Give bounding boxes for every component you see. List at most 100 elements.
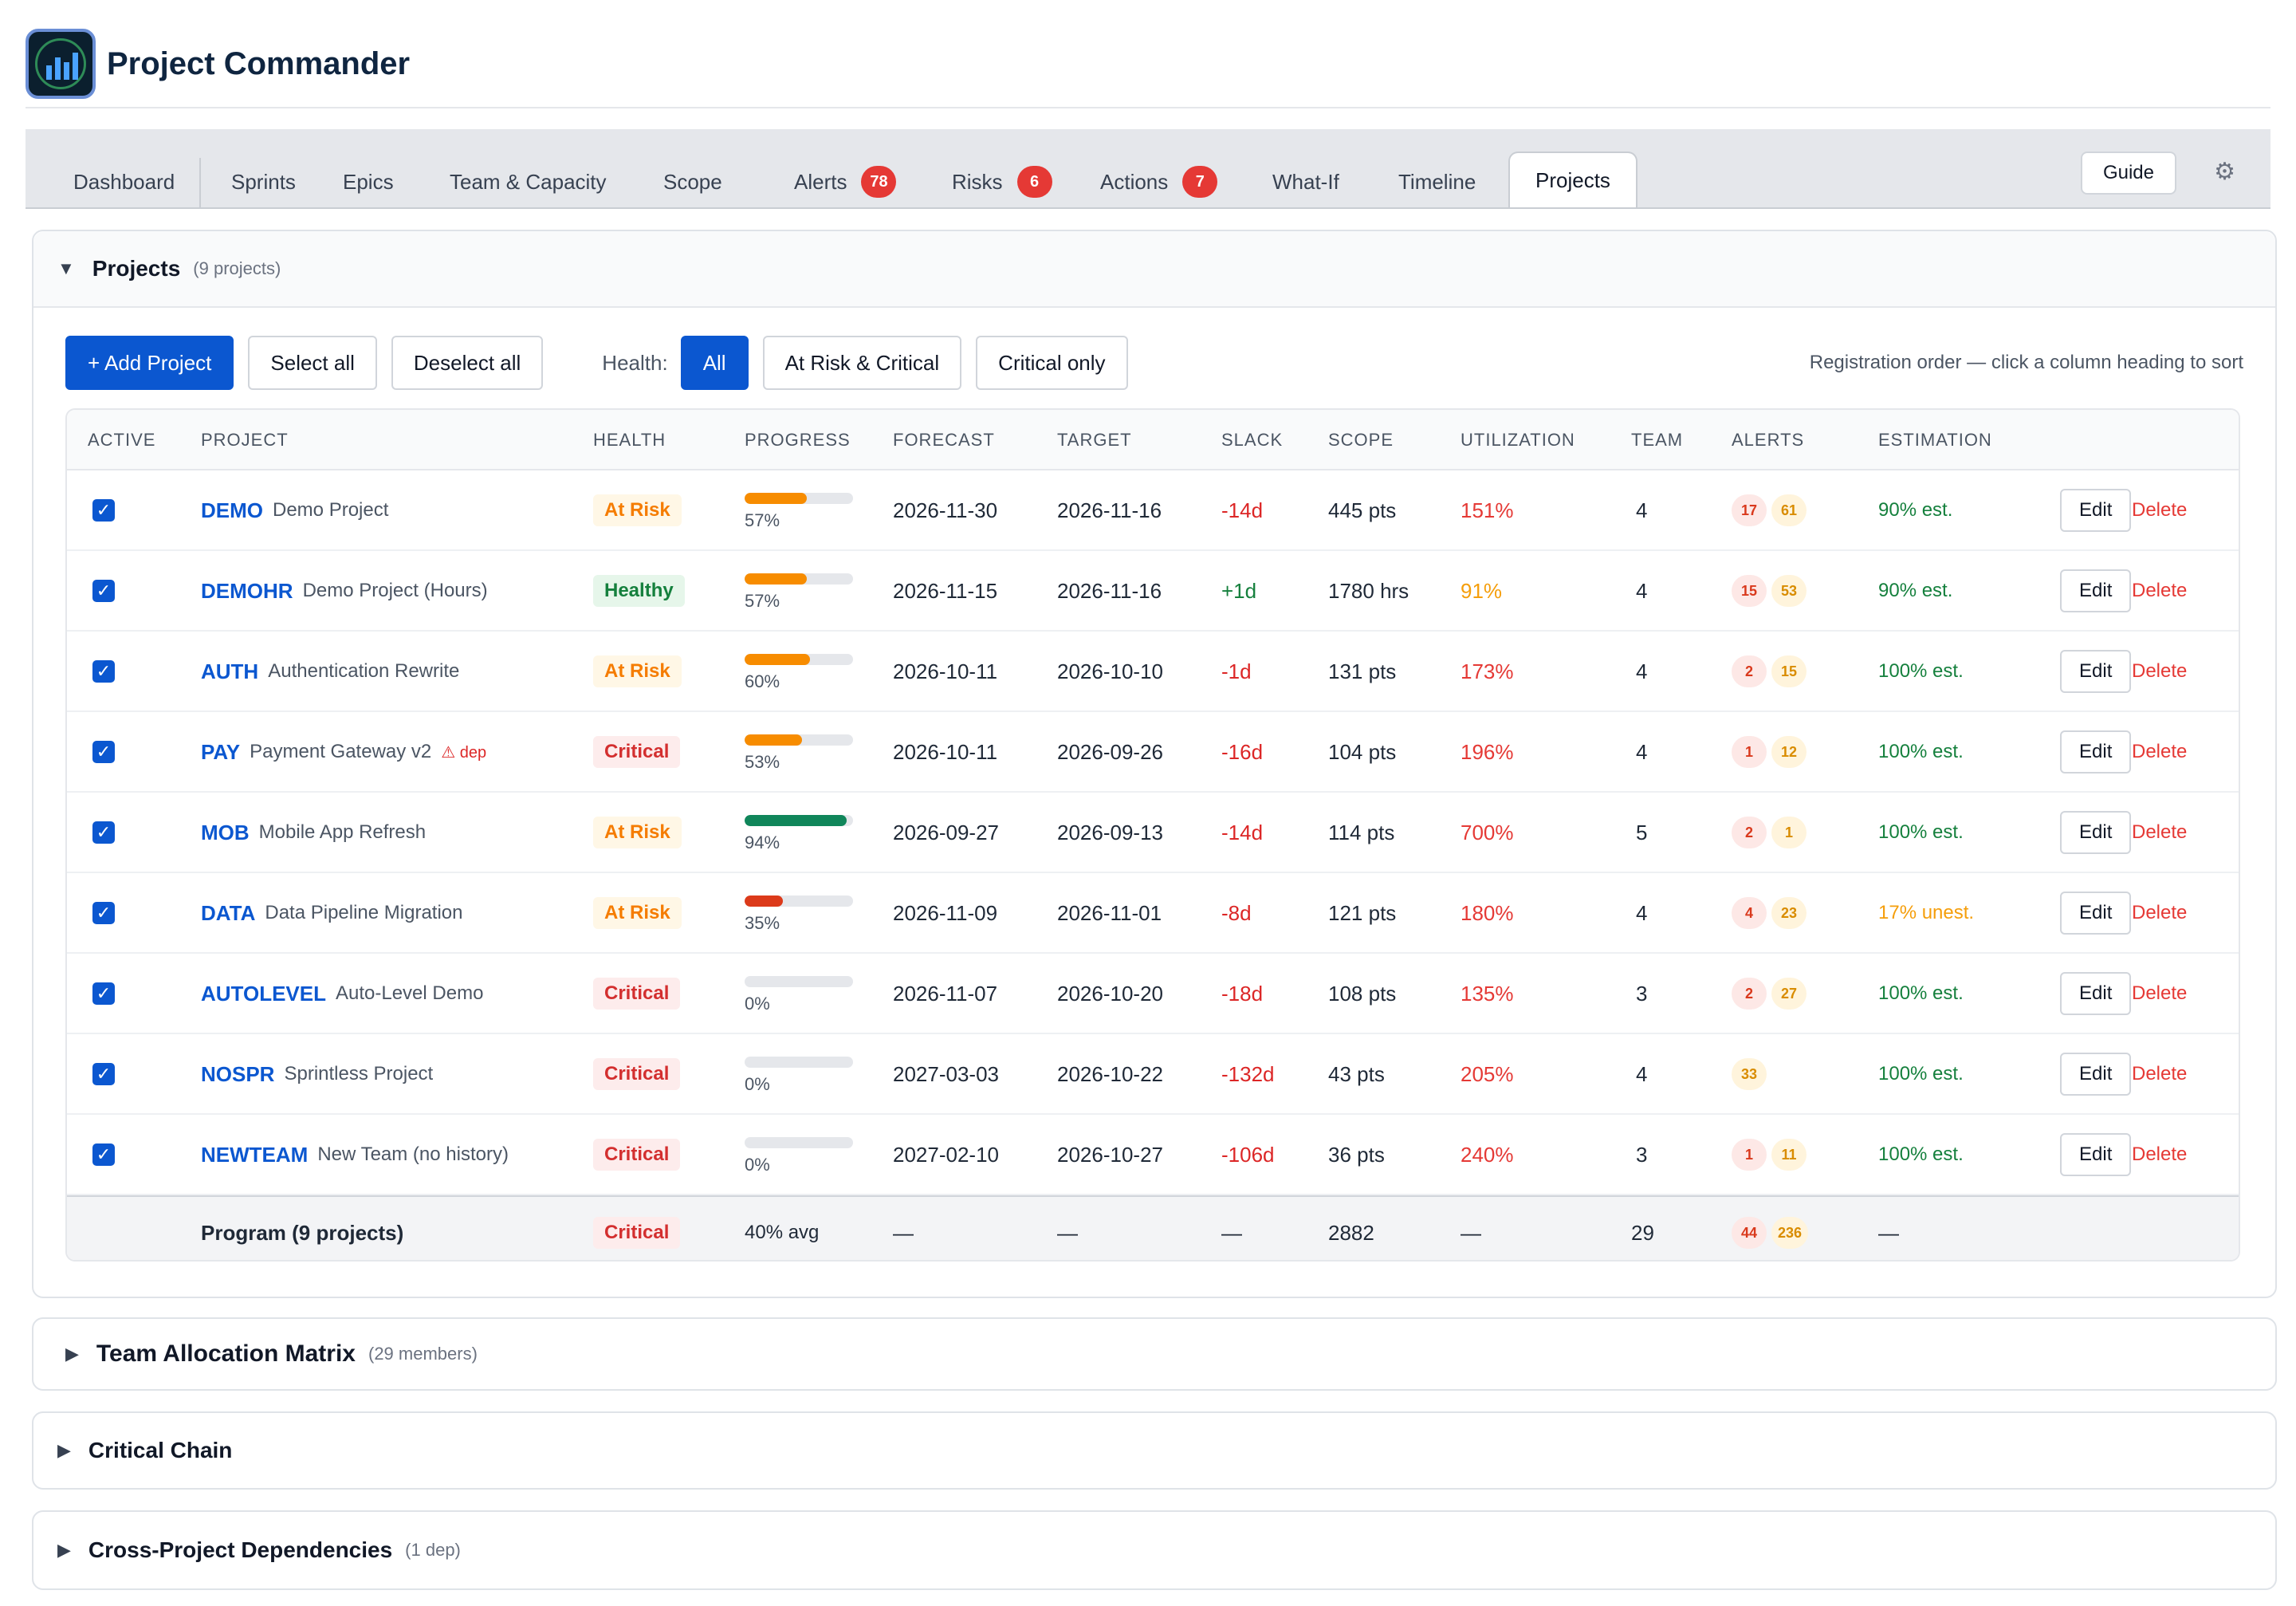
forecast-date: 2027-02-10 xyxy=(893,1142,999,1167)
col-target[interactable]: TARGET xyxy=(1057,430,1132,450)
scope-value: 108 pts xyxy=(1328,981,1397,1006)
project-key-link[interactable]: NEWTEAM xyxy=(201,1142,309,1167)
estimation-value: 100% est. xyxy=(1878,741,1964,762)
edit-button[interactable]: Edit xyxy=(2060,650,2132,693)
project-key-link[interactable]: DATA xyxy=(201,900,256,925)
col-project[interactable]: PROJECT xyxy=(201,430,289,450)
utilization-value: 180% xyxy=(1461,900,1514,925)
tab-scope[interactable]: Scope xyxy=(663,169,722,194)
cross-project-deps-header[interactable]: ▶ Cross-Project Dependencies (1 dep) xyxy=(33,1512,2275,1588)
tab-sprints[interactable]: Sprints xyxy=(231,169,296,194)
delete-link[interactable]: Delete xyxy=(2132,982,2188,1004)
delete-link[interactable]: Delete xyxy=(2132,1063,2188,1084)
active-checkbox[interactable]: ✓ xyxy=(92,580,115,602)
active-checkbox[interactable]: ✓ xyxy=(92,499,115,522)
project-key-link[interactable]: NOSPR xyxy=(201,1061,275,1086)
select-all-button[interactable]: Select all xyxy=(248,336,377,390)
alerts-red-badge: 4 xyxy=(1732,897,1767,929)
project-key-link[interactable]: DEMOHR xyxy=(201,578,293,603)
tab-alerts[interactable]: Alerts 78 xyxy=(769,156,922,207)
footer-scope: 2882 xyxy=(1328,1220,1374,1245)
project-key-link[interactable]: MOB xyxy=(201,820,250,844)
filter-risk-critical-button[interactable]: At Risk & Critical xyxy=(762,336,962,390)
edit-button[interactable]: Edit xyxy=(2060,489,2132,532)
utilization-value: 151% xyxy=(1461,498,1514,522)
caret-right-icon: ▶ xyxy=(57,1540,71,1560)
tab-team-capacity[interactable]: Team & Capacity xyxy=(450,169,607,194)
project-key-link[interactable]: AUTH xyxy=(201,659,259,683)
delete-link[interactable]: Delete xyxy=(2132,821,2188,843)
col-active[interactable]: ACTIVE xyxy=(88,430,156,450)
active-checkbox[interactable]: ✓ xyxy=(92,1063,115,1085)
project-name: Demo Project xyxy=(273,499,389,521)
col-utilization[interactable]: UTILIZATION xyxy=(1461,430,1575,450)
progress-label: 0% xyxy=(745,1074,770,1094)
col-team[interactable]: TEAM xyxy=(1631,430,1684,450)
active-checkbox[interactable]: ✓ xyxy=(92,660,115,683)
delete-link[interactable]: Delete xyxy=(2132,741,2188,762)
filter-critical-only-button[interactable]: Critical only xyxy=(976,336,1128,390)
project-key-link[interactable]: PAY xyxy=(201,739,241,764)
col-scope[interactable]: SCOPE xyxy=(1328,430,1394,450)
projects-panel-header[interactable]: ▼ Projects (9 projects) xyxy=(33,231,2275,308)
col-alerts[interactable]: ALERTS xyxy=(1732,430,1805,450)
team-allocation-header[interactable]: ▶ Team Allocation Matrix (29 members) xyxy=(33,1319,2275,1389)
project-key-link[interactable]: AUTOLEVEL xyxy=(201,981,326,1006)
active-checkbox[interactable]: ✓ xyxy=(92,902,115,924)
panel-title: Critical Chain xyxy=(88,1438,233,1462)
active-checkbox[interactable]: ✓ xyxy=(92,821,115,844)
table-row: ✓ DEMO Demo Project At Risk 57% 2026-11-30 202… xyxy=(67,470,2239,551)
alerts-red-badge: 17 xyxy=(1732,494,1767,526)
tab-projects[interactable]: Projects xyxy=(1508,152,1637,207)
progress-bar xyxy=(745,493,853,504)
gear-icon[interactable]: ⚙ xyxy=(2214,159,2235,185)
tab-what-if[interactable]: What-If xyxy=(1272,169,1339,194)
edit-button[interactable]: Edit xyxy=(2060,972,2132,1015)
delete-link[interactable]: Delete xyxy=(2132,660,2188,682)
utilization-value: 240% xyxy=(1461,1142,1514,1167)
edit-button[interactable]: Edit xyxy=(2060,730,2132,773)
active-checkbox[interactable]: ✓ xyxy=(92,741,115,763)
deselect-all-button[interactable]: Deselect all xyxy=(391,336,544,390)
project-key-link[interactable]: DEMO xyxy=(201,498,263,522)
tab-timeline[interactable]: Timeline xyxy=(1398,169,1476,194)
add-project-button[interactable]: + Add Project xyxy=(65,336,234,390)
critical-chain-header[interactable]: ▶ Critical Chain xyxy=(33,1413,2275,1488)
col-forecast[interactable]: FORECAST xyxy=(893,430,995,450)
edit-button[interactable]: Edit xyxy=(2060,1053,2132,1096)
risks-count-badge: 6 xyxy=(1016,166,1052,198)
progress-bar xyxy=(745,815,853,826)
edit-button[interactable]: Edit xyxy=(2060,892,2132,935)
edit-button[interactable]: Edit xyxy=(2060,1133,2132,1176)
col-estimation[interactable]: ESTIMATION xyxy=(1878,430,1992,450)
col-slack[interactable]: SLACK xyxy=(1221,430,1284,450)
edit-button[interactable]: Edit xyxy=(2060,569,2132,612)
col-progress[interactable]: PROGRESS xyxy=(745,430,851,450)
delete-link[interactable]: Delete xyxy=(2132,580,2188,601)
progress-bar xyxy=(745,976,853,987)
filter-all-button[interactable]: All xyxy=(680,336,749,390)
estimation-value: 100% est. xyxy=(1878,982,1964,1004)
footer-alerts-red-badge: 44 xyxy=(1732,1217,1767,1249)
edit-button[interactable]: Edit xyxy=(2060,811,2132,854)
tab-risks[interactable]: Risks 6 xyxy=(926,156,1078,207)
forecast-date: 2026-09-27 xyxy=(893,820,999,844)
delete-link[interactable]: Delete xyxy=(2132,1143,2188,1165)
delete-link[interactable]: Delete xyxy=(2132,499,2188,521)
team-count: 5 xyxy=(1636,820,1648,844)
tab-actions[interactable]: Actions 7 xyxy=(1075,156,1243,207)
active-checkbox[interactable]: ✓ xyxy=(92,1143,115,1166)
active-checkbox[interactable]: ✓ xyxy=(92,982,115,1005)
health-badge: Critical xyxy=(593,736,681,768)
guide-button[interactable]: Guide xyxy=(2080,152,2176,195)
alerts-amber-badge: 11 xyxy=(1771,1139,1807,1171)
progress-label: 53% xyxy=(745,752,780,772)
tab-bar: Dashboard Sprints Epics Team & Capacity … xyxy=(26,129,2270,209)
delete-link[interactable]: Delete xyxy=(2132,902,2188,923)
tab-dashboard[interactable]: Dashboard xyxy=(73,169,175,194)
forecast-date: 2026-11-30 xyxy=(893,498,998,522)
alerts-amber-badge: 23 xyxy=(1771,897,1807,929)
team-count: 4 xyxy=(1636,900,1648,925)
col-health[interactable]: HEALTH xyxy=(593,430,666,450)
tab-epics[interactable]: Epics xyxy=(343,169,394,194)
